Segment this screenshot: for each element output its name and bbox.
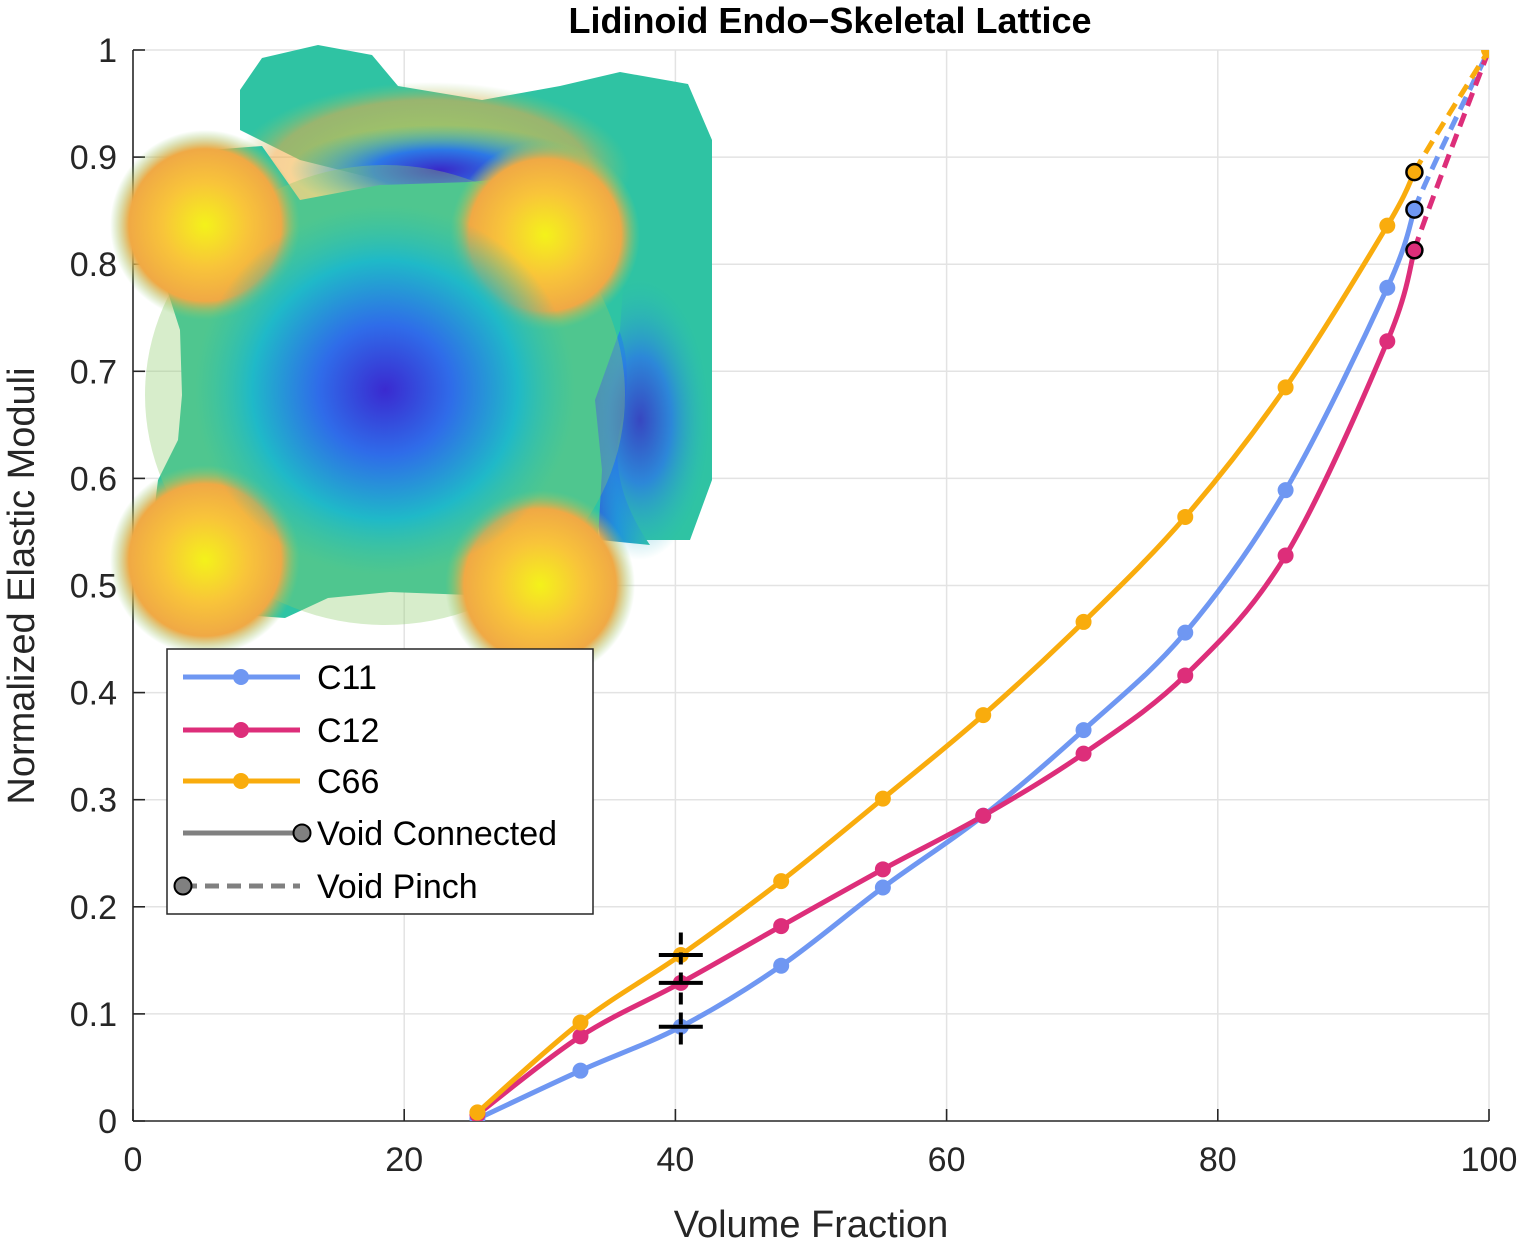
legend-item-c66: C66 <box>183 763 379 801</box>
series-c11-point <box>1075 722 1092 739</box>
series-c66-point <box>773 873 790 890</box>
y-tick-label: 1 <box>98 32 117 70</box>
x-axis-label: Volume Fraction <box>674 1204 949 1244</box>
series-c12-point <box>874 861 891 878</box>
legend-c12-label: C12 <box>317 712 379 750</box>
y-tick-label: 0.3 <box>70 782 117 820</box>
x-tick-label: 0 <box>124 1141 143 1179</box>
legend-item-c12: C12 <box>183 712 379 750</box>
series-c11-point <box>1177 624 1194 641</box>
legend-c12-marker <box>233 722 249 738</box>
series-c12-point <box>1075 745 1092 762</box>
series-c66-pinch-point <box>1405 162 1424 182</box>
legend-item-void-connected: Void Connected <box>183 815 557 853</box>
series-c12-point <box>1277 547 1294 564</box>
series-c12-point <box>975 807 992 824</box>
series-c66-point <box>874 790 891 807</box>
series-c66-point <box>469 1104 486 1121</box>
series-c12-point <box>773 918 790 935</box>
y-tick-label: 0.7 <box>70 353 117 391</box>
x-tick-label: 20 <box>385 1141 423 1179</box>
y-tick-label: 0.9 <box>70 139 117 177</box>
series-c12-line <box>475 249 1417 1117</box>
legend-c66-label: C66 <box>317 763 379 801</box>
legend-void-connected-label: Void Connected <box>317 815 557 853</box>
endpoint-marker <box>1481 50 1489 58</box>
series-c66-point <box>1075 613 1092 630</box>
series-layer <box>469 50 1489 1121</box>
series-c12-point <box>1177 667 1194 684</box>
series-c12-pinch-point <box>1405 241 1424 260</box>
series-c12-pinch-line <box>1412 50 1489 251</box>
legend-c66-marker <box>233 773 249 789</box>
series-c66-point <box>1277 379 1294 396</box>
series-c11-point <box>572 1062 589 1079</box>
chart-title: Lidinoid Endo−Skeletal Lattice <box>568 0 1091 41</box>
legend: C11 C12 C66 Void Connected Void Pinch <box>166 648 594 915</box>
series-c12-point <box>1379 333 1396 350</box>
series-c11-point <box>1277 482 1294 499</box>
x-tick-label: 40 <box>656 1141 694 1179</box>
series-c66-point <box>1177 508 1194 525</box>
series-c66-point <box>975 707 992 724</box>
y-axis-label: Normalized Elastic Moduli <box>1 367 43 804</box>
x-tick-label: 60 <box>928 1141 966 1179</box>
legend-void-pinch-label: Void Pinch <box>317 868 478 906</box>
series-c66-point <box>572 1014 589 1031</box>
legend-void-connected-marker <box>292 823 312 843</box>
y-tick-label: 0.2 <box>70 889 117 927</box>
series-c11-point <box>874 879 891 896</box>
legend-item-void-pinch: Void Pinch <box>173 868 478 906</box>
tick-labels: 0 20 40 60 80 100 0 0.1 0.2 0.3 0.4 0.5 0.6 0.7 0.8 0.9… <box>70 32 1518 1179</box>
crosshair-layer <box>658 932 703 1047</box>
y-tick-label: 0.4 <box>70 675 117 713</box>
y-tick-label: 0.6 <box>70 460 117 498</box>
legend-item-c11: C11 <box>183 659 377 697</box>
legend-c11-marker <box>233 669 249 685</box>
series-c11-pinch-point <box>1405 200 1424 219</box>
series-c11-point <box>1379 279 1396 296</box>
x-tick-label: 80 <box>1199 1141 1237 1179</box>
y-tick-label: 0.8 <box>70 246 117 284</box>
series-c11-line <box>476 208 1417 1121</box>
lidinoid-surface-render-icon <box>110 45 712 680</box>
series-c11-point <box>773 957 790 974</box>
y-tick-label: 0.1 <box>70 996 117 1034</box>
x-tick-label: 100 <box>1461 1141 1518 1179</box>
series-c66-point <box>1379 217 1396 234</box>
y-tick-label: 0.5 <box>70 568 117 606</box>
legend-void-pinch-marker <box>173 876 193 896</box>
legend-c11-label: C11 <box>317 659 377 697</box>
y-tick-label: 0 <box>98 1103 117 1141</box>
series-c12-point <box>572 1028 589 1045</box>
